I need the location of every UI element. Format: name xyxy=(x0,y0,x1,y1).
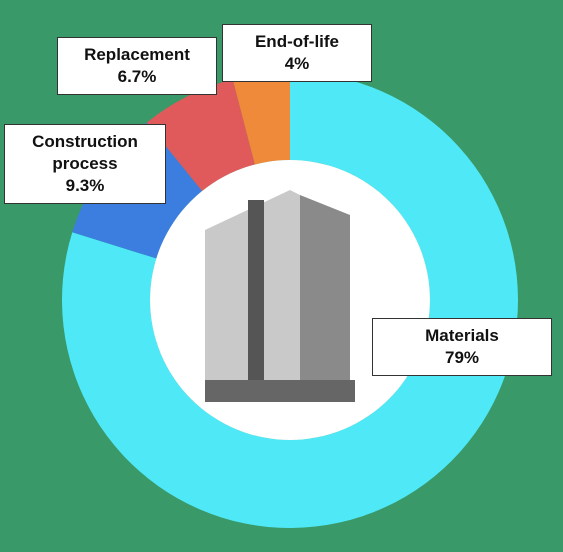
donut-slice xyxy=(146,79,255,192)
category-label: Replacement xyxy=(84,45,190,64)
category-label: Construction process xyxy=(32,132,138,173)
slice-label: Construction process 9.3% xyxy=(4,124,166,204)
slice-label: End-of-life 4% xyxy=(222,24,372,82)
value-label: 6.7% xyxy=(117,67,157,86)
category-label: End-of-life xyxy=(254,32,340,51)
slice-label: Materials 79% xyxy=(372,318,552,376)
value-label: 9.3% xyxy=(65,176,105,195)
donut-slice xyxy=(232,72,290,165)
value-label: 4% xyxy=(284,54,310,73)
slice-label: Replacement 6.7% xyxy=(57,37,217,95)
category-label: Materials xyxy=(425,326,499,345)
value-label: 79% xyxy=(444,348,480,367)
donut-slice xyxy=(61,72,518,528)
building xyxy=(205,190,355,402)
